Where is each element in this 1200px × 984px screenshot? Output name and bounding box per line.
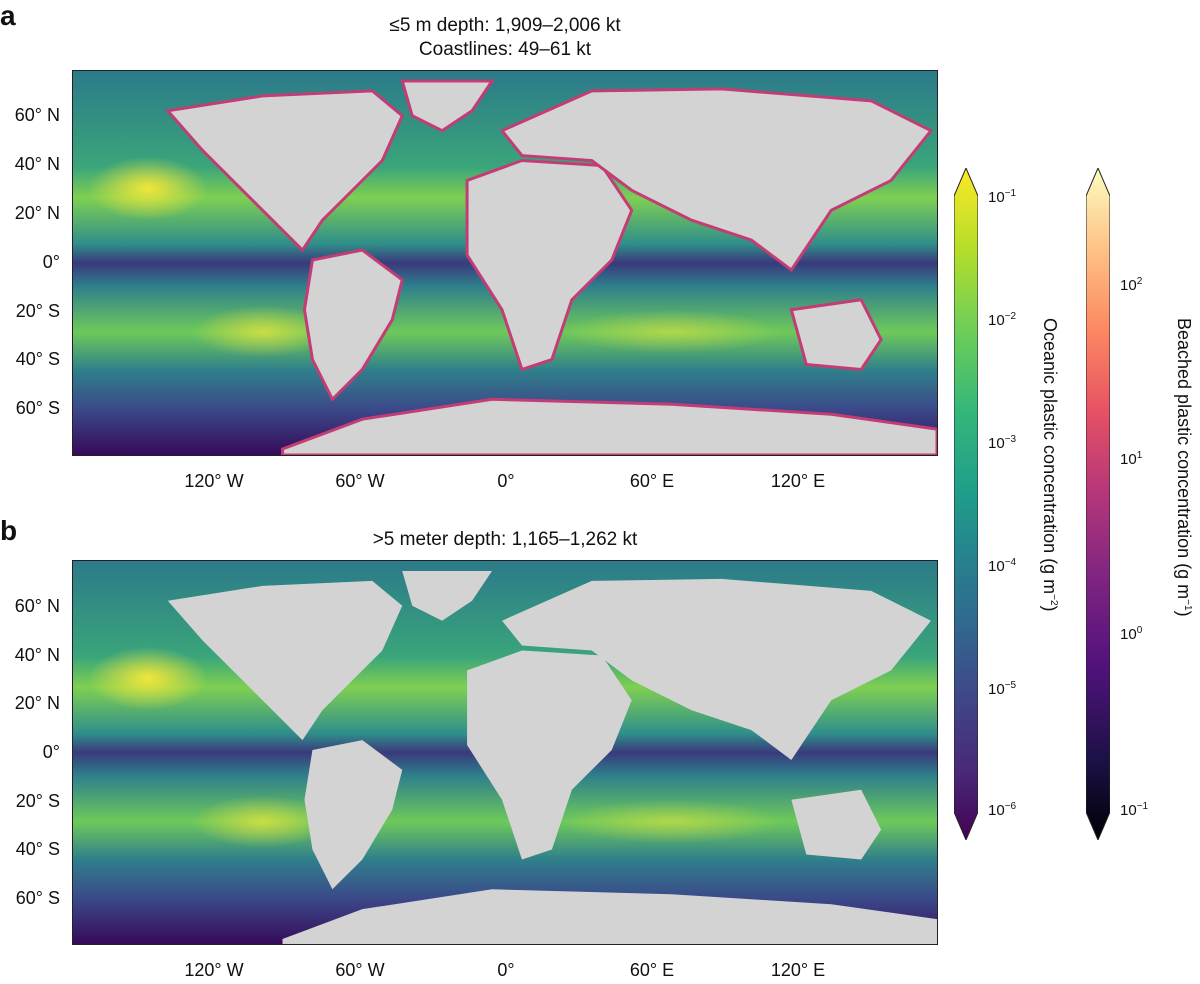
beached-tick-1e0: 100 [1120, 625, 1143, 643]
lat-label-a-0: 0° [42, 252, 60, 272]
lat-label-a-20s: 20° S [15, 301, 60, 321]
lon-label-b-60w: 60° W [335, 960, 385, 980]
beached-colorbar-title: Beached plastic concentration (g m−1) [1174, 318, 1194, 617]
lat-label-a-40s: 40° S [15, 349, 60, 369]
lon-label-a-60w: 60° W [335, 471, 385, 491]
lon-label-a-120w: 120° W [184, 471, 244, 491]
map-b-graphic [73, 561, 937, 944]
map-panel-b [72, 560, 938, 945]
lat-label-b-20n: 20° N [14, 693, 60, 713]
lat-label-b-0: 0° [42, 742, 60, 762]
lon-label-b-0: 0° [497, 960, 515, 980]
oceanic-tick-1e-3: 10−3 [988, 434, 1017, 452]
lon-label-b-120w: 120° W [184, 960, 244, 980]
lat-label-b-20s: 20° S [15, 791, 60, 811]
lat-label-b-40s: 40° S [15, 839, 60, 859]
panel-a-title-line2: Coastlines: 49–61 kt [418, 39, 592, 60]
oceanic-colorbar-title: Oceanic plastic concentration (g m−2) [1040, 318, 1060, 612]
panel-b-title: >5 meter depth: 1,165–1,262 kt [72, 528, 938, 552]
oceanic-tick-1e-1: 10−1 [988, 188, 1017, 206]
lon-label-b-120e: 120° E [770, 960, 826, 980]
lat-label-b-60s: 60° S [15, 888, 60, 908]
oceanic-tick-1e-6: 10−6 [988, 801, 1017, 819]
beached-tick-1e2: 102 [1120, 276, 1143, 294]
lat-label-a-60s: 60° S [15, 398, 60, 418]
lon-label-a-0: 0° [497, 471, 515, 491]
beached-tick-1e-1: 10−1 [1120, 801, 1149, 819]
oceanic-tick-1e-5: 10−5 [988, 680, 1017, 698]
oceanic-colorbar [954, 168, 978, 840]
oceanic-tick-1e-4: 10−4 [988, 557, 1017, 575]
panel-a-letter: a [0, 0, 16, 31]
lon-label-a-60e: 60° E [629, 471, 675, 491]
panel-a-title-line1: ≤5 m depth: 1,909–2,006 kt [389, 15, 621, 36]
beached-colorbar [1086, 168, 1110, 840]
lat-label-b-40n: 40° N [14, 645, 60, 665]
oceanic-tick-1e-2: 10−2 [988, 311, 1017, 329]
lon-label-a-120e: 120° E [770, 471, 826, 491]
lon-label-b-60e: 60° E [629, 960, 675, 980]
lat-label-a-60n: 60° N [14, 105, 60, 125]
panel-b-letter: b [0, 515, 18, 546]
lat-label-a-20n: 20° N [14, 203, 60, 223]
panel-b-title-line1: >5 meter depth: 1,165–1,262 kt [372, 529, 638, 550]
lat-label-b-60n: 60° N [14, 596, 60, 616]
panel-a-title: ≤5 m depth: 1,909–2,006 kt Coastlines: 4… [72, 14, 938, 62]
lat-label-a-40n: 40° N [14, 154, 60, 174]
beached-tick-1e1: 101 [1120, 450, 1143, 468]
map-a-graphic [73, 71, 937, 455]
map-panel-a [72, 70, 938, 456]
